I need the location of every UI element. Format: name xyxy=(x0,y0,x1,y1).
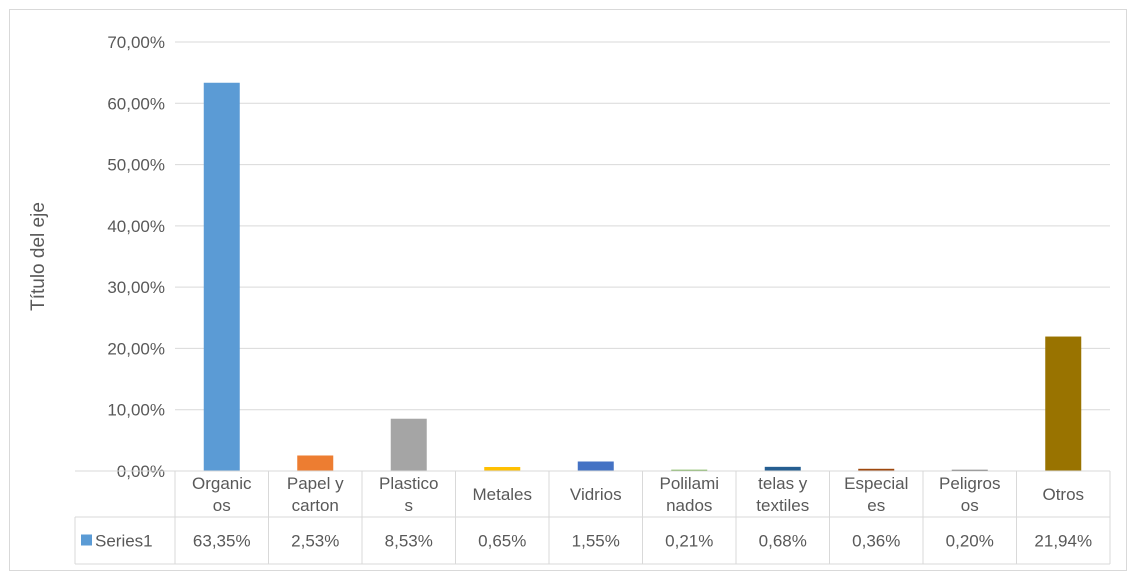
x-category-label: Vidrios xyxy=(570,485,622,504)
bar xyxy=(577,461,614,471)
x-category-label: Especial xyxy=(844,474,908,493)
y-tick-label: 60,00% xyxy=(107,94,165,113)
data-table-value: 0,21% xyxy=(665,532,713,551)
legend-series-name: Series1 xyxy=(95,532,153,551)
data-table-value: 0,68% xyxy=(759,532,807,551)
x-category-label: carton xyxy=(292,496,339,515)
data-table-value: 8,53% xyxy=(385,532,433,551)
data-table-value: 21,94% xyxy=(1034,532,1092,551)
x-category-label: os xyxy=(213,496,231,515)
x-category-label: textiles xyxy=(756,496,809,515)
bar xyxy=(764,466,801,471)
x-category-label: Metales xyxy=(472,485,532,504)
x-category-label: os xyxy=(961,496,979,515)
bar xyxy=(858,468,895,471)
y-tick-label: 50,00% xyxy=(107,156,165,175)
x-category-label: telas y xyxy=(758,474,808,493)
x-category-label: Organic xyxy=(192,474,252,493)
data-table-value: 0,20% xyxy=(946,532,994,551)
bar xyxy=(1045,336,1082,471)
bar xyxy=(203,82,240,471)
legend-key xyxy=(81,534,92,546)
x-category-label: Papel y xyxy=(287,474,344,493)
data-table-value: 2,53% xyxy=(291,532,339,551)
chart-frame: 0,00% 10,00% 20,00% 30,00% 40,00% 50,00% 60,00… xyxy=(9,9,1127,571)
y-tick-label: 30,00% xyxy=(107,278,165,297)
y-tick-label: 70,00% xyxy=(107,33,165,52)
bar xyxy=(951,469,988,471)
y-tick-label: 40,00% xyxy=(107,217,165,236)
gridlines xyxy=(175,41,1110,411)
data-table: Organic os Papel y carton Plastico s Metales Vi… xyxy=(74,470,1111,565)
data-table-value: 0,36% xyxy=(852,532,900,551)
x-category-label: es xyxy=(867,496,885,515)
bar xyxy=(390,418,427,471)
x-category-label: Plastico xyxy=(379,474,439,493)
y-axis-tick-labels: 0,00%10,00%20,00%30,00%40,00%50,00%60,00… xyxy=(107,33,165,481)
x-category-label: s xyxy=(405,496,414,515)
bar-chart: 0,00%10,00%20,00%30,00%40,00%50,00%60,00… xyxy=(28,33,1111,565)
x-category-label: Peligros xyxy=(939,474,1000,493)
y-tick-label: 20,00% xyxy=(107,339,165,358)
y-tick-label: 10,00% xyxy=(107,401,165,420)
data-table-value: 63,35% xyxy=(193,532,251,551)
x-category-label: Polilami xyxy=(659,474,719,493)
bars xyxy=(203,82,1082,471)
bar xyxy=(484,467,521,471)
bar xyxy=(671,469,708,471)
bar xyxy=(297,455,334,471)
x-category-label: nados xyxy=(666,496,712,515)
data-table-value: 1,55% xyxy=(572,532,620,551)
y-axis-title: Título del eje xyxy=(28,202,49,311)
x-category-label: Otros xyxy=(1042,485,1084,504)
data-table-value: 0,65% xyxy=(478,532,526,551)
